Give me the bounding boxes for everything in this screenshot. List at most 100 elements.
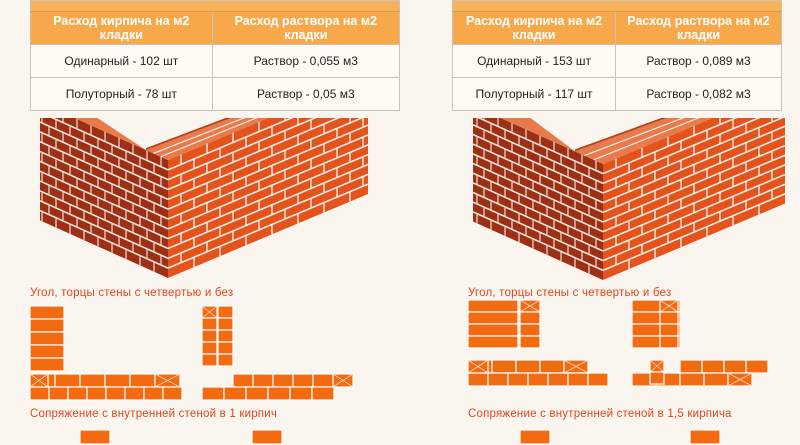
plan-brick-cut bbox=[467, 359, 489, 374]
plan-brick bbox=[703, 372, 729, 387]
plan-brick bbox=[48, 386, 69, 401]
plan-brick bbox=[124, 386, 145, 401]
plan-brick bbox=[29, 331, 65, 346]
cell-onehalf-brick: Полуторный - 117 шт bbox=[451, 77, 617, 111]
plan-brick bbox=[701, 359, 725, 374]
right-spec-table: Расход кирпича на м2 кладки Расход раств… bbox=[451, 0, 782, 111]
plan-brick bbox=[491, 359, 517, 374]
wall-top-face bbox=[575, 118, 713, 164]
mortar-joint bbox=[593, 118, 700, 161]
table-row: Одинарный - 102 шт Раствор - 0,055 м3 bbox=[30, 44, 401, 78]
mortar-joint bbox=[39, 141, 169, 201]
plan-brick bbox=[519, 335, 541, 349]
plan-brick bbox=[129, 373, 156, 388]
brick-wall-group bbox=[472, 118, 786, 280]
plan-brick bbox=[311, 386, 335, 401]
plan-brick bbox=[105, 386, 126, 401]
mortar-joint bbox=[167, 118, 364, 201]
brick-corner-3d-image bbox=[39, 118, 368, 278]
plan-brick bbox=[143, 386, 164, 401]
mortar-joint bbox=[472, 143, 604, 204]
brick-corner-3d-image bbox=[472, 118, 786, 280]
plan-brick bbox=[631, 335, 681, 349]
right-caption-junction: Сопряжение с внутренней стеной в 1,5 кир… bbox=[468, 408, 732, 420]
mortar-joint bbox=[39, 180, 169, 240]
plan-brick bbox=[519, 429, 551, 445]
mortar-joint bbox=[602, 118, 738, 175]
plan-brick bbox=[252, 373, 274, 388]
plan-brick bbox=[217, 341, 234, 355]
left-caption-corner: Угол, торцы стены с четвертью и без bbox=[30, 287, 234, 299]
wall-top-face bbox=[74, 118, 168, 160]
plan-brick-cut bbox=[659, 299, 679, 313]
plan-brick bbox=[659, 323, 679, 337]
mortar-joint bbox=[160, 118, 258, 158]
plan-brick bbox=[292, 373, 314, 388]
header-mortar-consumption: Расход раствора на м2 кладки bbox=[211, 11, 401, 45]
left-caption-junction: Сопряжение с внутренней стеной в 1 кирпи… bbox=[30, 408, 278, 420]
plan-brick bbox=[519, 323, 541, 337]
plan-brick-cut bbox=[519, 299, 541, 313]
plan-brick bbox=[29, 305, 65, 320]
mortar-joint bbox=[472, 162, 604, 223]
plan-brick bbox=[29, 318, 65, 333]
left-spec-panel: Расход кирпича на м2 кладки Расход раств… bbox=[30, 0, 401, 111]
header-brick-consumption: Расход кирпича на м2 кладки bbox=[451, 11, 617, 45]
mortar-joint bbox=[477, 118, 604, 175]
plan-brick bbox=[679, 359, 703, 374]
plan-brick bbox=[631, 372, 657, 387]
right-brick-wall-illustration bbox=[465, 118, 795, 288]
plan-brick bbox=[547, 372, 569, 387]
plan-brick bbox=[217, 317, 234, 331]
mortar-joint bbox=[472, 172, 604, 233]
mortar-joint bbox=[153, 118, 246, 154]
cell-single-brick: Одинарный - 153 шт bbox=[451, 44, 617, 78]
mortar-joint bbox=[472, 124, 604, 185]
mortar-joint bbox=[472, 153, 604, 214]
plan-brick bbox=[54, 373, 81, 388]
plan-brick bbox=[659, 335, 679, 349]
mortar-joint bbox=[472, 211, 604, 272]
plan-brick bbox=[659, 311, 679, 325]
header-mortar-consumption: Расход раствора на м2 кладки bbox=[615, 11, 782, 45]
plan-brick bbox=[467, 323, 519, 337]
table-top-strip bbox=[30, 0, 400, 12]
mortar-joint bbox=[167, 173, 368, 260]
plan-brick bbox=[649, 371, 665, 385]
plan-brick bbox=[312, 373, 334, 388]
plan-brick bbox=[29, 386, 50, 401]
cell-onehalf-mortar: Раствор - 0,082 м3 bbox=[615, 77, 782, 111]
plan-brick bbox=[29, 344, 65, 359]
plan-brick bbox=[631, 323, 681, 337]
cell-onehalf-brick: Полуторный - 78 шт bbox=[30, 77, 213, 111]
plan-brick bbox=[487, 372, 509, 387]
plan-brick bbox=[467, 372, 489, 387]
plan-brick-cut bbox=[649, 359, 665, 373]
plan-brick bbox=[289, 386, 313, 401]
mortar-joint bbox=[39, 160, 169, 220]
plan-brick-cut bbox=[154, 373, 181, 388]
plan-brick bbox=[223, 386, 247, 401]
mortar-joint bbox=[602, 135, 786, 214]
plan-brick bbox=[679, 372, 705, 387]
mortar-joint bbox=[472, 133, 604, 194]
plan-brick bbox=[539, 359, 565, 374]
mortar-joint bbox=[167, 134, 368, 220]
plan-brick bbox=[467, 335, 519, 349]
mortar-joint bbox=[167, 124, 368, 210]
plan-brick bbox=[245, 386, 269, 401]
plan-brick bbox=[217, 305, 234, 319]
table-row: Одинарный - 153 шт Раствор - 0,089 м3 bbox=[451, 44, 782, 78]
mortar-joint bbox=[472, 191, 604, 252]
brick-wall-group bbox=[39, 118, 368, 278]
wall-side-face bbox=[473, 118, 603, 280]
mortar-joint bbox=[167, 163, 368, 250]
plan-brick bbox=[67, 386, 88, 401]
plan-brick bbox=[86, 386, 107, 401]
cell-single-mortar: Раствор - 0,055 м3 bbox=[211, 44, 401, 78]
plan-brick bbox=[587, 372, 609, 387]
plan-brick bbox=[79, 429, 111, 445]
table-row: Полуторный - 78 шт Раствор - 0,05 м3 bbox=[30, 77, 401, 111]
plan-brick bbox=[162, 386, 183, 401]
plan-brick-cut bbox=[727, 372, 753, 387]
